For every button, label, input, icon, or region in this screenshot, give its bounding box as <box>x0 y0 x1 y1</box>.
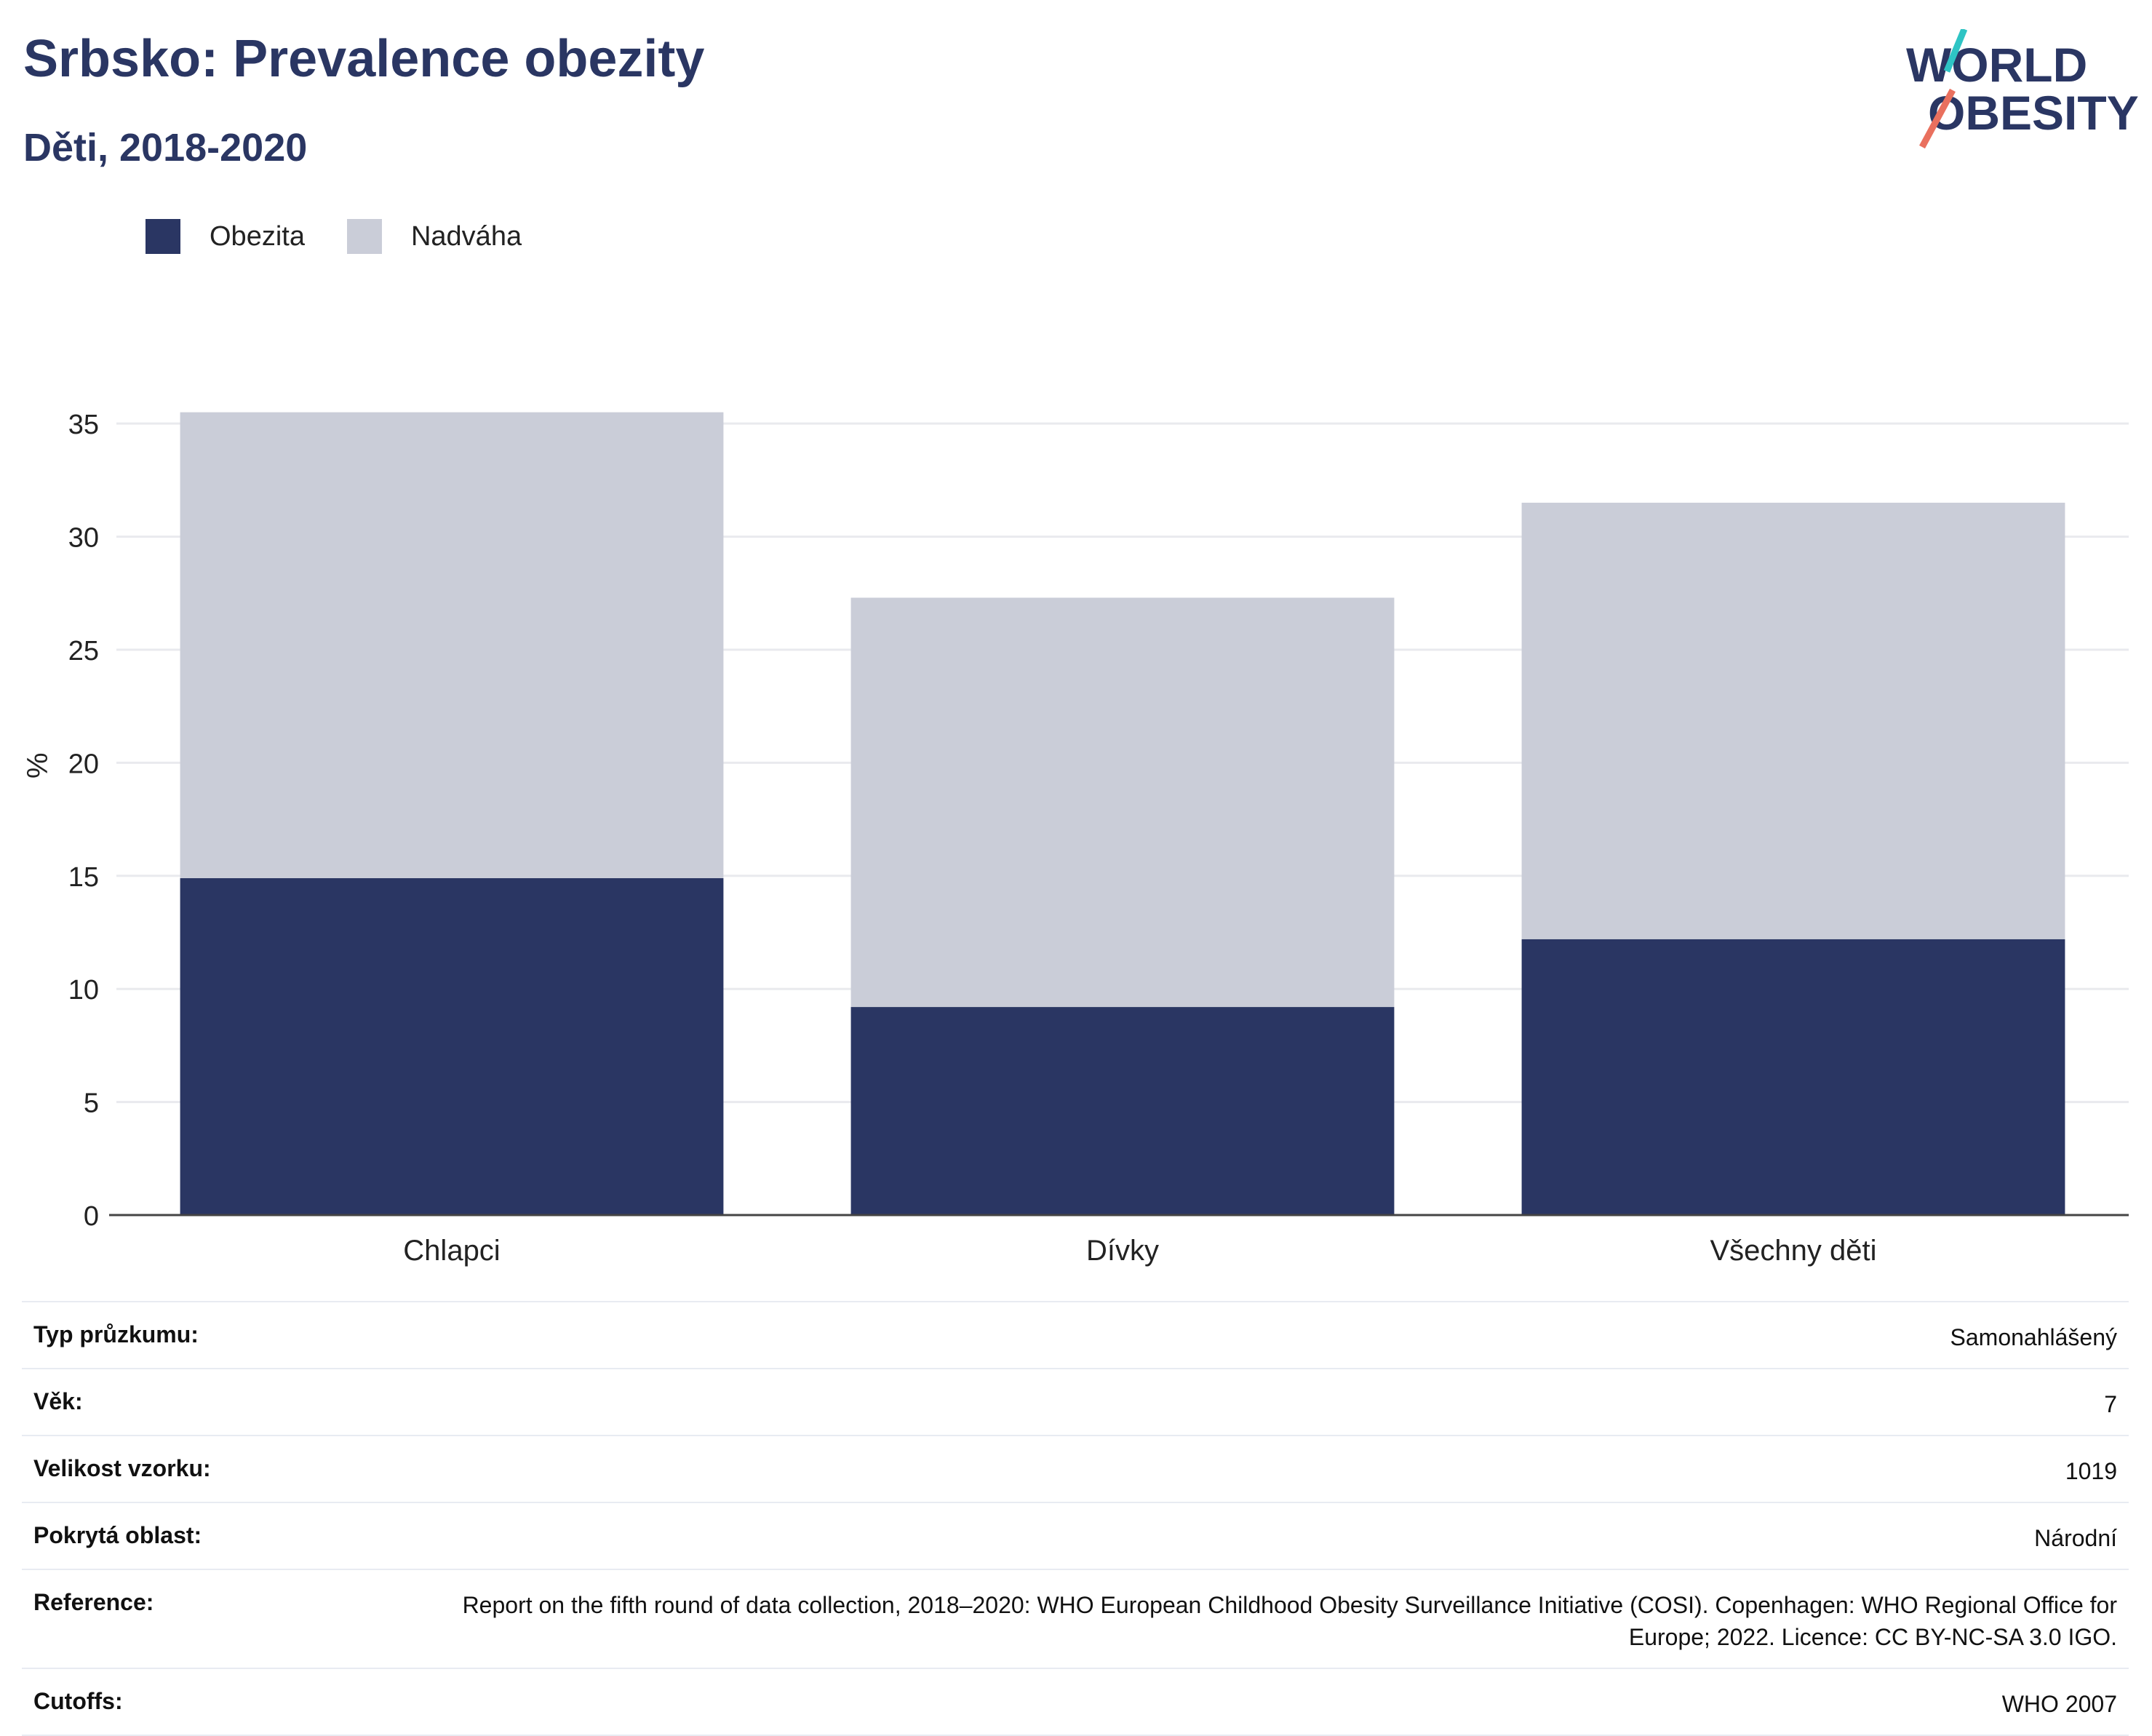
y-tick-label: 25 <box>68 636 99 666</box>
info-row-sample-size: Velikost vzorku: 1019 <box>22 1435 2129 1502</box>
y-tick-label: 30 <box>68 523 99 554</box>
bar-nadváha-2 <box>850 597 1395 1008</box>
info-value-cutoffs: WHO 2007 <box>2001 1691 2117 1717</box>
info-row-survey-type: Typ průzkumu: Samonahlášený <box>22 1301 2129 1368</box>
y-tick-label: 10 <box>68 975 99 1006</box>
info-label-coverage: Pokrytá oblast: <box>33 1522 202 1548</box>
info-row-coverage: Pokrytá oblast: Národní <box>22 1502 2129 1569</box>
legend-swatch-obezita <box>146 219 180 254</box>
info-label-reference: Reference: <box>33 1589 154 1615</box>
world-obesity-logo: WORLD OBESITY <box>1892 28 2139 160</box>
bar-obezita-1 <box>180 877 724 1215</box>
logo-coral-slash <box>1919 88 1956 149</box>
info-label-cutoffs: Cutoffs: <box>33 1688 123 1714</box>
bar-nadváha-3 <box>1521 502 2065 939</box>
info-label-sample-size: Velikost vzorku: <box>33 1455 211 1481</box>
chart-title: Srbsko: Prevalence obezity <box>23 30 705 88</box>
legend-swatch-nadvaha <box>346 219 382 254</box>
info-value-coverage: Národní <box>2034 1525 2117 1551</box>
info-row-age: Věk: 7 <box>22 1368 2129 1435</box>
y-tick-label: 5 <box>84 1088 99 1119</box>
info-value-survey-type: Samonahlášený <box>1950 1324 2117 1350</box>
world-obesity-logo-graphic: WORLD OBESITY <box>1906 28 2139 149</box>
legend-item-obezita: Obezita <box>146 219 305 254</box>
y-tick-label: 0 <box>84 1201 99 1232</box>
logo-line1: WORLD <box>1906 38 2087 92</box>
legend-label-obezita: Obezita <box>210 220 305 252</box>
info-row-reference: Reference: Report on the fifth round of … <box>22 1569 2129 1668</box>
logo-teal-slash <box>1943 28 1968 73</box>
chart-subtitle: Děti, 2018-2020 <box>23 126 308 170</box>
survey-info-table: Typ průzkumu: Samonahlášený Věk: 7 Velik… <box>22 1301 2129 1736</box>
info-label-age: Věk: <box>33 1388 83 1414</box>
chart-legend: Obezita Nadváha <box>146 218 564 255</box>
bar-obezita-3 <box>1521 939 2065 1215</box>
legend-item-nadvaha: Nadváha <box>346 219 522 254</box>
bar-nadváha-1 <box>180 412 724 878</box>
x-tick-label: Dívky <box>1086 1235 1159 1267</box>
y-tick-label: 20 <box>68 749 99 779</box>
x-tick-label: Všechny děti <box>1710 1235 1876 1267</box>
bar-chart: 0 5 10 15 20 25 30 35 Chlapci Dívky Všechny děti <box>68 410 2129 1267</box>
y-tick-label: 15 <box>68 862 99 893</box>
legend-label-nadvaha: Nadváha <box>410 220 522 252</box>
info-value-age: 7 <box>2104 1391 2117 1417</box>
info-label-survey-type: Typ průzkumu: <box>33 1321 199 1347</box>
info-value-reference: Report on the fifth round of data collec… <box>462 1592 2117 1650</box>
info-row-cutoffs: Cutoffs: WHO 2007 <box>22 1668 2129 1736</box>
x-tick-label: Chlapci <box>403 1235 500 1267</box>
bar-obezita-2 <box>850 1007 1395 1215</box>
y-tick-label: 35 <box>68 410 99 440</box>
info-value-sample-size: 1019 <box>2065 1458 2117 1484</box>
logo-line2: OBESITY <box>1928 86 2139 140</box>
